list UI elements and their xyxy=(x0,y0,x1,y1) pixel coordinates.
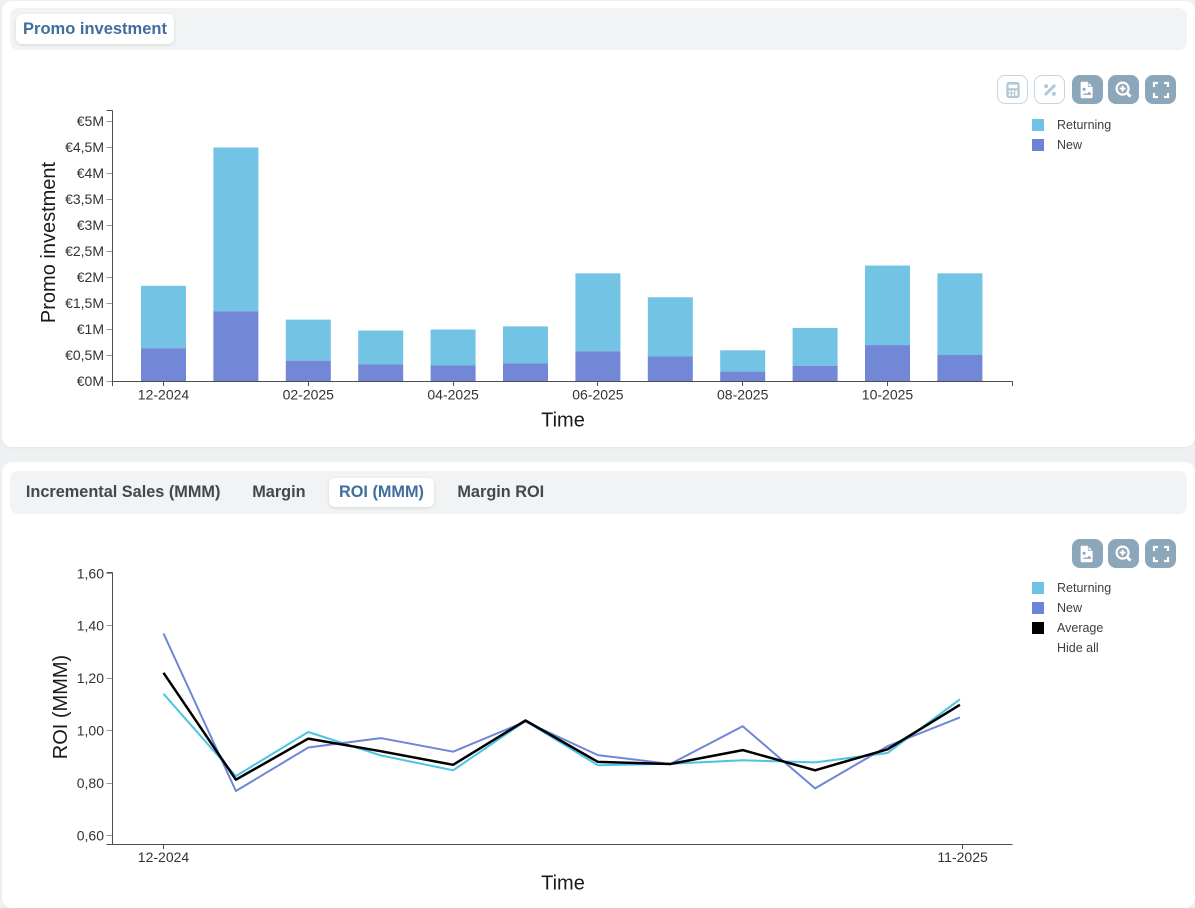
svg-text:11-2025: 11-2025 xyxy=(937,849,988,865)
svg-text:€2,5M: €2,5M xyxy=(65,243,104,259)
svg-text:1,60: 1,60 xyxy=(77,565,104,581)
svg-text:02-2025: 02-2025 xyxy=(283,386,335,402)
svg-text:1,20: 1,20 xyxy=(77,670,104,686)
svg-text:1,00: 1,00 xyxy=(77,723,104,739)
svg-text:€4M: €4M xyxy=(77,165,104,181)
svg-text:€0,5M: €0,5M xyxy=(65,347,104,363)
svg-text:0,60: 0,60 xyxy=(77,827,104,843)
svg-text:06-2025: 06-2025 xyxy=(572,386,624,402)
svg-text:08-2025: 08-2025 xyxy=(717,386,769,402)
svg-text:€1M: €1M xyxy=(77,321,104,337)
svg-text:04-2025: 04-2025 xyxy=(427,386,479,402)
svg-text:ROI (MMM): ROI (MMM) xyxy=(50,655,72,759)
svg-text:€4,5M: €4,5M xyxy=(65,139,104,155)
svg-text:1,40: 1,40 xyxy=(77,618,104,634)
svg-text:€2M: €2M xyxy=(77,269,104,285)
svg-text:€3M: €3M xyxy=(77,217,104,233)
svg-text:€3,5M: €3,5M xyxy=(65,191,104,207)
svg-text:Time: Time xyxy=(541,873,585,895)
svg-text:Time: Time xyxy=(541,410,585,432)
svg-text:0,80: 0,80 xyxy=(77,775,104,791)
svg-text:12-2024: 12-2024 xyxy=(138,386,190,402)
svg-text:10-2025: 10-2025 xyxy=(862,386,914,402)
svg-text:12-2024: 12-2024 xyxy=(138,849,190,865)
svg-text:€5M: €5M xyxy=(77,113,104,129)
svg-text:€1,5M: €1,5M xyxy=(65,295,104,311)
svg-text:€0M: €0M xyxy=(77,373,104,389)
svg-text:Promo investment: Promo investment xyxy=(38,161,60,323)
